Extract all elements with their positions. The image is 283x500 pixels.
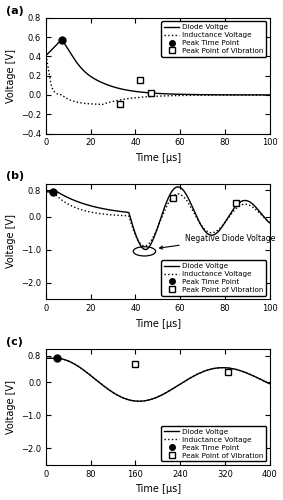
X-axis label: Time [μs]: Time [μs] [135,318,181,328]
Y-axis label: Voltage [V]: Voltage [V] [6,214,16,268]
Text: (c): (c) [6,337,23,347]
Legend: Diode Voltge, Inductance Voltage, Peak Time Point, Peak Point of Vibration: Diode Voltge, Inductance Voltage, Peak T… [162,22,266,57]
Y-axis label: Voltage [V]: Voltage [V] [6,48,16,102]
Legend: Diode Voltge, Inductance Voltage, Peak Time Point, Peak Point of Vibration: Diode Voltge, Inductance Voltage, Peak T… [162,260,266,296]
Y-axis label: Voltage [V]: Voltage [V] [6,380,16,434]
Text: (a): (a) [6,6,23,16]
Text: Negative Diode Voltage: Negative Diode Voltage [160,234,275,249]
X-axis label: Time [μs]: Time [μs] [135,153,181,163]
X-axis label: Time [μs]: Time [μs] [135,484,181,494]
Text: (b): (b) [6,171,24,181]
Legend: Diode Voltge, Inductance Voltage, Peak Time Point, Peak Point of Vibration: Diode Voltge, Inductance Voltage, Peak T… [162,426,266,462]
